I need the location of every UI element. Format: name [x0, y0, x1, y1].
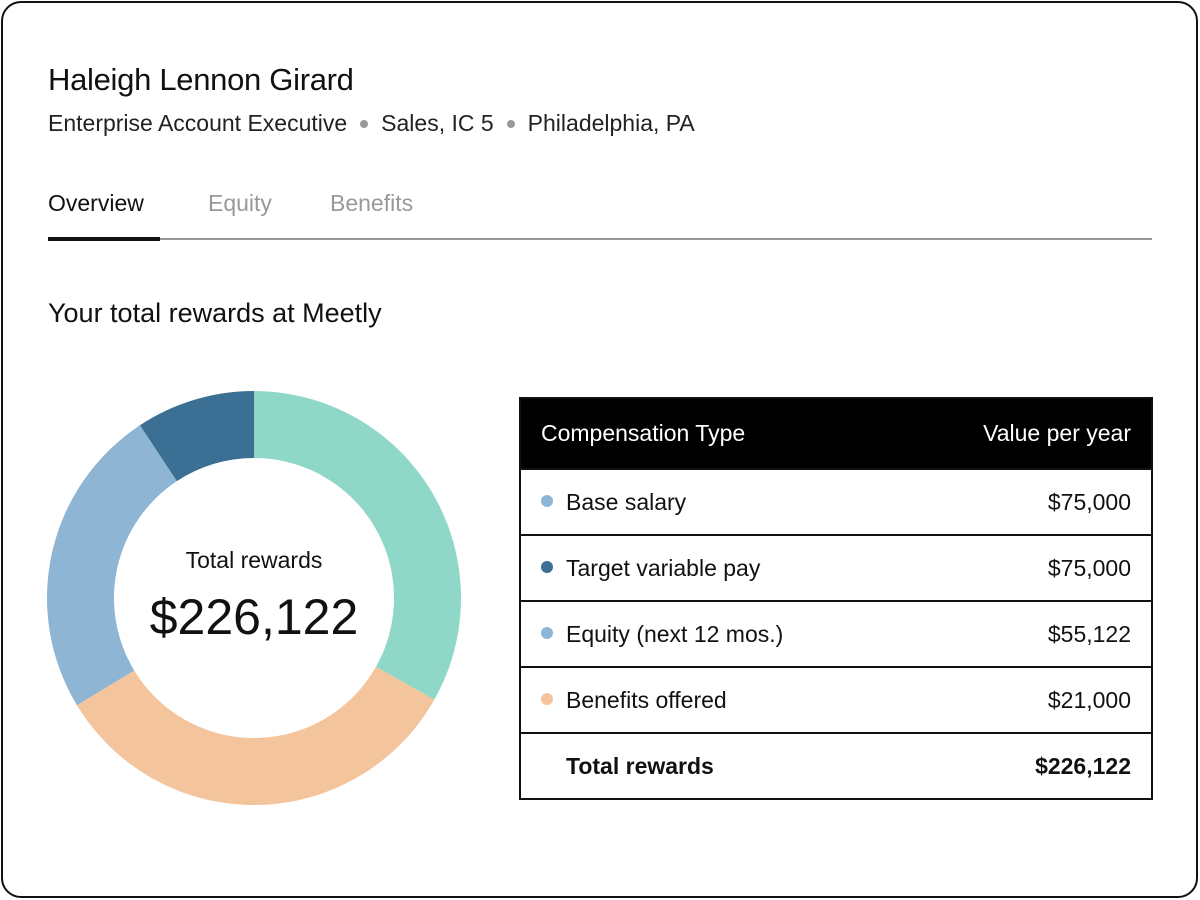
job-title: Enterprise Account Executive [48, 110, 348, 136]
row-label: Benefits offered [566, 686, 727, 713]
row-label-cell: Base salary [520, 468, 900, 535]
donut-segment [139, 391, 254, 482]
table-row: Base salary $75,000 [520, 468, 1152, 535]
tab-benefits[interactable]: Benefits [330, 190, 414, 216]
tab-equity[interactable]: Equity [208, 190, 272, 216]
donut-segment [76, 666, 435, 805]
row-label-cell: Equity (next 12 mos.) [520, 600, 900, 667]
legend-dot [541, 495, 553, 508]
department: Sales, IC 5 [381, 110, 494, 136]
row-value: $21,000 [899, 666, 1152, 733]
row-value: $75,000 [899, 534, 1152, 601]
location: Philadelphia, PA [527, 110, 695, 136]
section-heading: Your total rewards at Meetly [48, 298, 382, 328]
row-label-cell: Target variable pay [520, 534, 900, 601]
total-value: $226,122 [899, 732, 1152, 799]
row-label-cell: Benefits offered [520, 666, 900, 733]
header-value-per-year: Value per year [899, 398, 1152, 469]
table-header: Compensation Type Value per year [520, 398, 1152, 469]
total-row: Total rewards $226,122 [520, 732, 1152, 799]
table-row: Target variable pay $75,000 [520, 534, 1152, 601]
donut-segment [47, 425, 177, 706]
donut-chart [47, 391, 461, 805]
separator-dot [506, 119, 515, 128]
total-label: Total rewards [520, 732, 900, 799]
donut-center-value: $226,122 [149, 589, 359, 645]
row-value: $75,000 [899, 468, 1152, 535]
header-compensation-type: Compensation Type [520, 398, 900, 469]
tab-bar: Overview Equity Benefits [48, 190, 1152, 241]
row-label: Base salary [566, 488, 687, 515]
employee-details: Enterprise Account Executive Sales, IC 5… [48, 110, 695, 137]
tab-overview[interactable]: Overview [48, 190, 160, 241]
legend-dot [541, 693, 553, 706]
table-row: Equity (next 12 mos.) $55,122 [520, 600, 1152, 667]
employee-name: Haleigh Lennon Girard [48, 62, 354, 97]
legend-dot [541, 561, 553, 574]
legend-dot [541, 627, 553, 640]
compensation-table: Compensation Type Value per year Base sa… [519, 397, 1153, 800]
row-label: Target variable pay [566, 554, 761, 581]
separator-dot [360, 119, 369, 128]
row-label: Equity (next 12 mos.) [566, 620, 784, 647]
row-value: $55,122 [899, 600, 1152, 667]
donut-segment [254, 391, 461, 700]
donut-center-label: Total rewards [185, 547, 323, 573]
table-row: Benefits offered $21,000 [520, 666, 1152, 733]
